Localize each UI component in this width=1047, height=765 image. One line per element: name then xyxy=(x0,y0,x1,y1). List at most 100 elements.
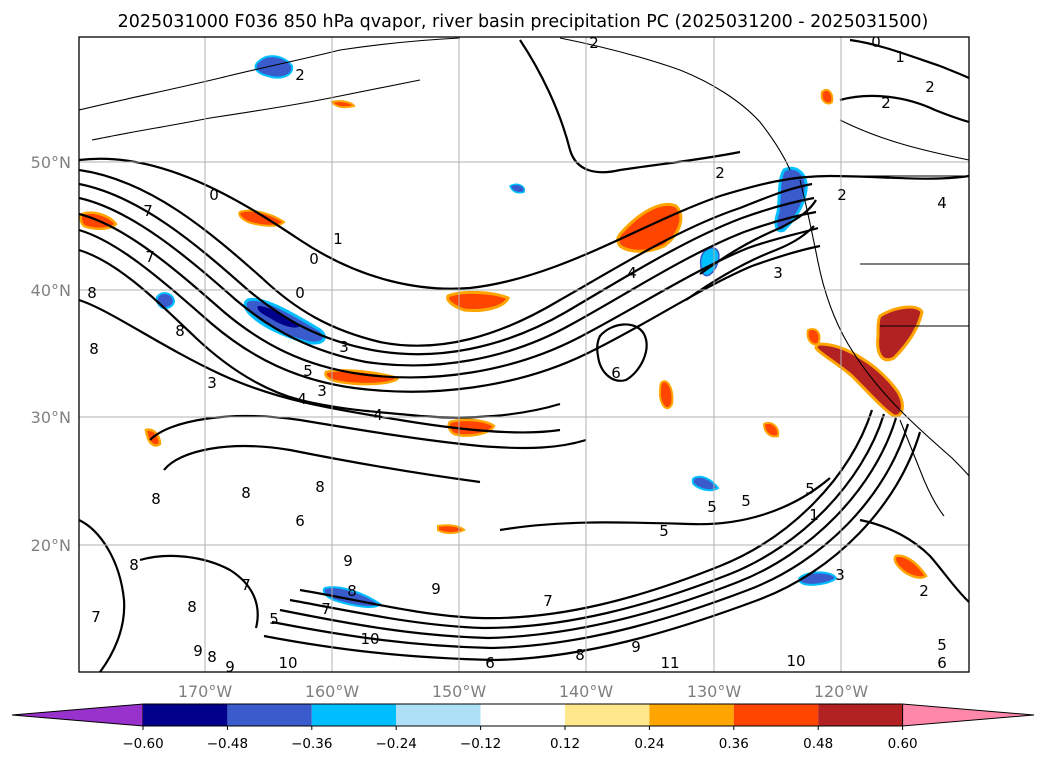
contour-label-7: 7 xyxy=(143,202,153,220)
contour-line-ar-4 xyxy=(271,423,910,650)
contour-label-3: 3 xyxy=(339,338,349,356)
contour-label-7: 7 xyxy=(145,248,155,266)
contour-label-8: 8 xyxy=(347,582,357,600)
contour-label-10: 10 xyxy=(360,630,379,648)
contour-label-5: 5 xyxy=(937,636,947,654)
contour-label-7: 7 xyxy=(543,592,553,610)
colorbar-tick-label: 0.48 xyxy=(803,736,833,752)
colorbar-segment xyxy=(480,704,565,726)
precip-patch-pos-gulf-alaska xyxy=(820,88,834,105)
contour-line-ar-5 xyxy=(263,431,922,662)
colorbar-tick-label: −0.48 xyxy=(207,736,248,752)
precip-patch-pos-sierra xyxy=(876,305,924,362)
colorbar: −0.60 −0.48 −0.36 −0.24 −0.12 0.12 0.24 0.36 0.4… xyxy=(11,703,1035,752)
contour-label-0: 0 xyxy=(309,250,319,268)
precip-patch-pos-small-d xyxy=(330,100,356,109)
latitude-tick-labels: 50°N 40°N 30°N 20°N xyxy=(31,153,71,555)
contour-line-dry-north xyxy=(79,157,969,290)
contour-line-alaska-2 xyxy=(519,39,741,174)
precip-patch-pos-california-rim xyxy=(806,328,821,346)
contour-label-0: 0 xyxy=(871,33,881,51)
contour-label-8: 8 xyxy=(241,484,251,502)
contour-line-se-1 xyxy=(859,518,969,603)
colorbar-extend-min xyxy=(11,703,144,727)
precip-shading-layer xyxy=(79,55,928,608)
coastline-west-us xyxy=(799,179,969,477)
coastline-aleutians xyxy=(91,79,421,141)
map-panel: 0 0 0 0 1 1 1 2 2 2 2 2 2 2 3 3 3 3 3 4 … xyxy=(78,33,970,676)
colorbar-tick-label: 0.12 xyxy=(550,736,580,752)
contour-label-2: 2 xyxy=(919,582,929,600)
colorbar-segment xyxy=(396,704,481,726)
contour-line-ar-2 xyxy=(289,413,886,630)
lon-label-150w: 150°W xyxy=(432,682,487,701)
colorbar-segment xyxy=(649,704,734,726)
precip-patch-neg-small-c xyxy=(691,475,720,492)
colorbar-tick-label: −0.60 xyxy=(122,736,163,752)
contour-line-ar-1 xyxy=(299,409,874,620)
contour-label-5: 5 xyxy=(707,498,717,516)
coastline-baja xyxy=(899,419,945,517)
lat-label-40n: 40°N xyxy=(31,281,71,300)
coastline-layer xyxy=(79,37,969,517)
contour-label-3: 3 xyxy=(317,382,327,400)
colorbar-segment xyxy=(565,704,650,726)
contour-label-2: 2 xyxy=(837,186,847,204)
precip-patch-pos-south-b xyxy=(893,554,928,579)
contour-label-11: 11 xyxy=(660,654,679,672)
contour-label-5: 5 xyxy=(303,362,313,380)
contour-label-8: 8 xyxy=(187,598,197,616)
contour-line-sw-2 xyxy=(139,554,259,629)
precip-patch-pos-small-e xyxy=(762,422,780,438)
coastline-gulf-alaska xyxy=(559,37,791,171)
contour-label-5: 5 xyxy=(269,610,279,628)
contour-label-1: 1 xyxy=(809,506,819,524)
colorbar-tick-label: 0.60 xyxy=(888,736,918,752)
colorbar-segment xyxy=(143,704,228,726)
contour-label-7: 7 xyxy=(241,576,251,594)
contour-label-3: 3 xyxy=(773,264,783,282)
precip-patch-neg-jet-dark xyxy=(257,306,300,328)
contour-line-subtropic-2 xyxy=(149,415,587,450)
contour-line-east-pac xyxy=(699,199,817,275)
contour-label-8: 8 xyxy=(207,648,217,666)
chart-title: 2025031000 F036 850 hPa qvapor, river ba… xyxy=(118,12,929,32)
colorbar-tick-label: −0.24 xyxy=(376,736,417,752)
graticule xyxy=(79,37,969,672)
contour-label-9: 9 xyxy=(431,580,441,598)
contour-line-jet-3 xyxy=(79,196,817,367)
contour-label-2: 2 xyxy=(881,94,891,112)
contour-line-subtropic-3 xyxy=(163,444,481,484)
contour-label-8: 8 xyxy=(151,490,161,508)
lon-label-130w: 130°W xyxy=(687,682,742,701)
colorbar-outline xyxy=(143,703,903,727)
contour-label-0: 0 xyxy=(209,186,219,204)
lon-label-160w: 160°W xyxy=(305,682,360,701)
lat-label-30n: 30°N xyxy=(31,408,71,427)
lat-label-50n: 50°N xyxy=(31,153,71,172)
contour-label-6: 6 xyxy=(295,512,305,530)
contour-label-8: 8 xyxy=(175,322,185,340)
coastline-alaska xyxy=(79,37,461,111)
contour-label-2: 2 xyxy=(925,78,935,96)
colorbar-tick-label: −0.12 xyxy=(460,736,501,752)
longitude-tick-labels: 170°W 160°W 150°W 140°W 130°W 120°W xyxy=(178,682,869,701)
contour-label-4: 4 xyxy=(297,390,307,408)
contour-label-2: 2 xyxy=(715,164,725,182)
contour-label-8: 8 xyxy=(89,340,99,358)
contour-line-jet-1 xyxy=(79,168,813,347)
contour-line-ne-1 xyxy=(849,38,969,79)
contour-label-10: 10 xyxy=(786,652,805,670)
precip-patch-pos-california xyxy=(814,342,904,418)
colorbar-segment xyxy=(818,704,903,726)
contour-label-6: 6 xyxy=(611,364,621,382)
colorbar-segment xyxy=(227,704,312,726)
contour-label-6: 6 xyxy=(937,654,947,672)
lon-label-120w: 120°W xyxy=(814,682,869,701)
contour-label-9: 9 xyxy=(343,552,353,570)
contour-line-jet-5 xyxy=(79,228,821,393)
contour-label-9: 9 xyxy=(225,658,235,676)
state-border-2 xyxy=(839,119,969,161)
colorbar-extend-max xyxy=(902,703,1035,727)
